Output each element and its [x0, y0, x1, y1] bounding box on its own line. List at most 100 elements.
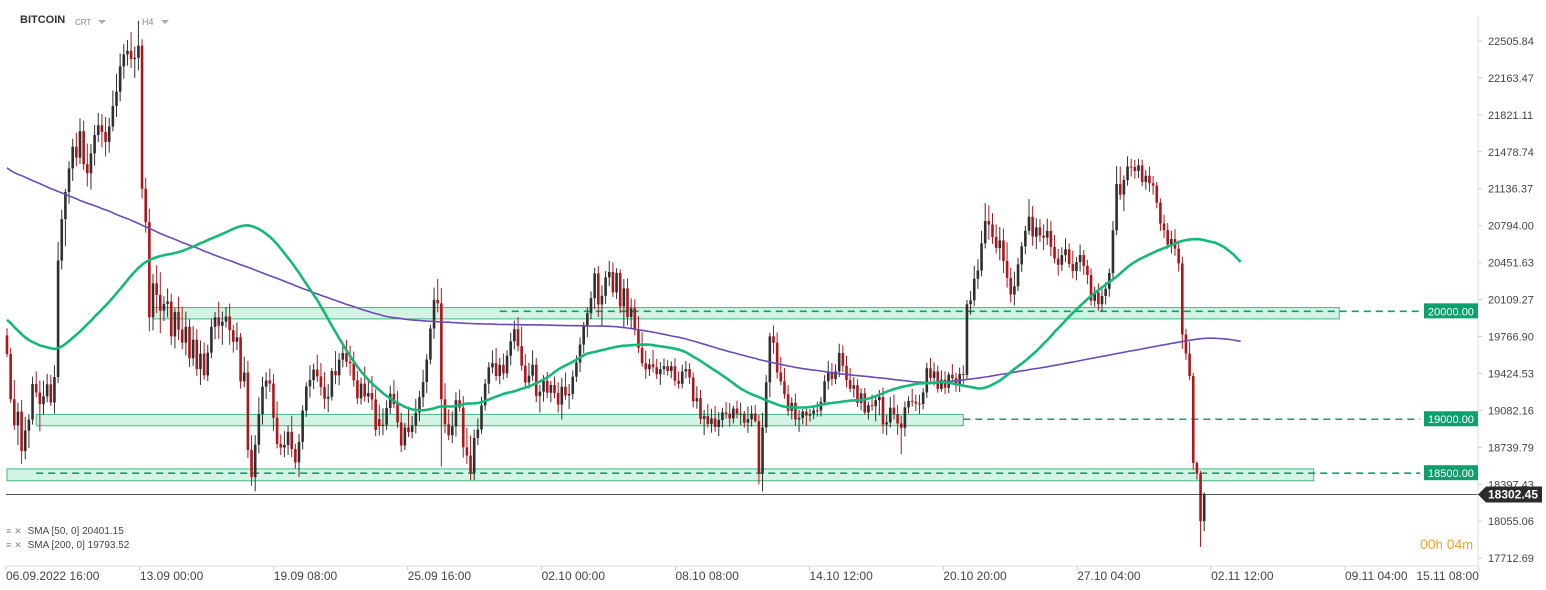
candle-body: [637, 329, 640, 348]
candle-body: [133, 57, 137, 60]
candle-body: [553, 384, 556, 393]
candle-body: [684, 369, 688, 372]
menu-icon[interactable]: ≡: [6, 540, 12, 550]
candle-body: [151, 283, 155, 318]
candle-body: [1082, 255, 1086, 266]
candle-body: [1064, 249, 1067, 256]
candle-body: [567, 393, 571, 396]
candle-body: [221, 321, 224, 326]
candle-body: [250, 449, 253, 478]
candle-body: [662, 366, 666, 370]
y-tick-label: 20109.27: [1488, 295, 1534, 307]
instrument-type-dropdown[interactable]: CRT: [75, 16, 107, 28]
candle-body: [1097, 292, 1100, 305]
candle-body: [432, 299, 436, 329]
candle-body: [524, 365, 527, 383]
timeframe-dropdown[interactable]: H4: [142, 16, 169, 28]
candle-body: [874, 400, 877, 407]
candle-body: [337, 359, 341, 376]
candle-body: [1056, 258, 1060, 265]
y-tick-label: 20451.63: [1488, 258, 1534, 270]
candle-body: [312, 369, 315, 381]
candle-body: [925, 368, 929, 393]
timeframe-label: H4: [142, 17, 154, 27]
candle-body: [695, 398, 699, 402]
candle-body: [761, 427, 764, 474]
candle-body: [1122, 180, 1126, 195]
candle-body: [783, 381, 786, 395]
candle-body: [1111, 230, 1115, 274]
candle-body: [283, 444, 286, 448]
candle-body: [407, 427, 410, 433]
candle-body: [217, 317, 220, 326]
candle-body: [1104, 288, 1107, 296]
legend-sma-50[interactable]: ≡ ✕ SMA [50, 0] 20401.15: [6, 526, 124, 537]
candle-body: [856, 385, 859, 403]
candle-body: [845, 365, 848, 381]
candle-body: [728, 413, 731, 419]
candle-body: [476, 429, 480, 438]
candle-body: [494, 363, 498, 376]
close-icon[interactable]: ✕: [14, 540, 22, 550]
candle-body: [841, 352, 845, 366]
candle-body: [111, 105, 115, 127]
candle-body: [34, 384, 38, 393]
level-tag-label: 18500.00: [1428, 468, 1474, 480]
candle-body: [1184, 334, 1188, 354]
candle-body: [713, 418, 717, 428]
candle-body: [863, 393, 867, 413]
chevron-down-icon: [160, 20, 169, 25]
candle-body: [367, 393, 370, 397]
candle-body: [118, 66, 122, 92]
legend-sma-200-value: 19793.52: [87, 540, 130, 551]
x-tick-label: 02.10 00:00: [542, 569, 606, 583]
candle-body: [830, 371, 834, 380]
candle-body: [31, 384, 34, 420]
candle-body: [768, 336, 772, 383]
candle-body: [246, 372, 250, 450]
candle-body: [1042, 235, 1045, 238]
candle-body: [542, 380, 545, 392]
close-icon[interactable]: ✕: [14, 526, 22, 536]
candle-body: [870, 405, 874, 407]
candle-body: [892, 407, 896, 415]
sma-50-line: [6, 224, 1242, 412]
candle-body: [232, 330, 235, 342]
candle-body: [1060, 255, 1064, 265]
support-zones: [6, 307, 1340, 482]
candle-body: [640, 347, 644, 364]
candle-body: [1049, 230, 1053, 247]
candle-body: [140, 45, 144, 189]
candle-body: [1151, 183, 1155, 186]
candle-body: [976, 270, 980, 279]
candle-body: [1053, 246, 1056, 259]
candle-body: [750, 413, 753, 420]
candle-body: [1067, 249, 1071, 265]
candle-body: [611, 271, 615, 293]
candle-body: [421, 382, 425, 398]
menu-icon[interactable]: ≡: [6, 526, 12, 536]
candle-body: [516, 329, 520, 347]
candle-body: [1027, 216, 1031, 231]
candle-countdown: 00h 04m: [1420, 536, 1473, 552]
candle-body: [644, 363, 648, 370]
candle-body: [677, 380, 680, 384]
candle-body: [71, 146, 74, 169]
candle-body: [834, 371, 837, 380]
candle-body: [297, 441, 301, 463]
candle-body: [509, 341, 512, 356]
candle-body: [994, 237, 998, 248]
sma-200-line: [6, 167, 1241, 384]
candle-body: [706, 416, 710, 425]
candle-body: [184, 326, 188, 343]
candle-body: [1115, 184, 1118, 231]
legend-sma-200[interactable]: ≡ ✕ SMA [200, 0] 19793.52: [6, 540, 129, 551]
candle-body: [323, 387, 326, 399]
candle-body: [1078, 255, 1082, 263]
candle-body: [188, 326, 191, 359]
x-tick-label: 08.10 08:00: [676, 569, 740, 583]
candle-body: [571, 376, 575, 394]
candle-body: [852, 385, 856, 389]
candle-body: [264, 380, 268, 387]
